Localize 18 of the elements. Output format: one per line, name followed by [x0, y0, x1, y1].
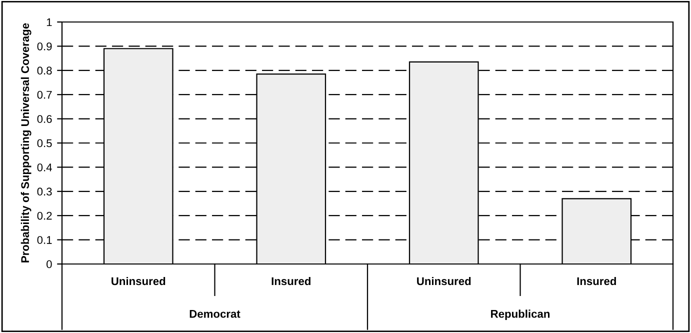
y-tick-label: 0.2 — [37, 212, 52, 220]
y-tick-label: 0 — [46, 260, 52, 268]
y-tick-label: 0.7 — [37, 90, 52, 99]
y-tick-label: 0.6 — [37, 115, 52, 123]
x-tick-label: Insured — [272, 276, 310, 286]
y-tick-label: 1 — [46, 18, 52, 26]
x-tick-label: Uninsured — [112, 276, 166, 286]
y-tick-label: 0.4 — [37, 163, 52, 172]
y-axis-title: Probability of Supporting Universal Coverage — [20, 23, 32, 262]
y-tick-label: 0.1 — [37, 236, 52, 244]
text: Republican — [491, 310, 550, 320]
y-tick-label: 0.3 — [37, 188, 52, 196]
x-tick-label: Insured — [577, 276, 616, 286]
y-tick-label: 0.8 — [37, 66, 52, 75]
y-tick-label: 0.9 — [37, 42, 52, 50]
x-tick-label: Uninsured — [417, 276, 471, 286]
y-tick-label: 0.5 — [37, 139, 52, 148]
text: Democrat — [190, 310, 240, 318]
